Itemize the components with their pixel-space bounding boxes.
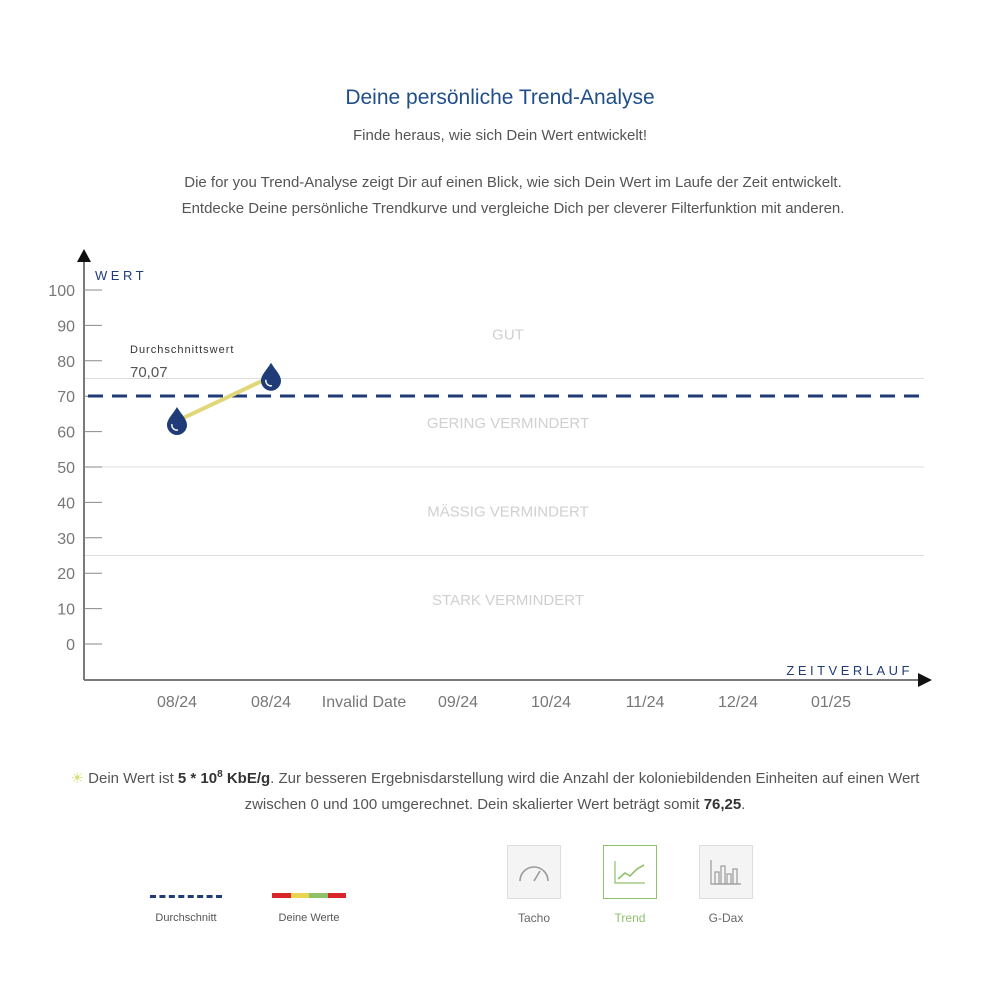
y-axis-arrow	[77, 249, 91, 262]
bar-chart-icon	[710, 860, 741, 885]
view-tacho-button[interactable]: Tacho	[504, 845, 564, 925]
result-value-base: 5 * 10	[177, 770, 218, 787]
view-tacho-box[interactable]	[507, 845, 561, 899]
result-value-unit: KbE/g	[222, 770, 271, 787]
legend-values-label: Deine Werte	[278, 912, 340, 924]
view-trend-button[interactable]: Trend	[600, 845, 660, 925]
legend-values-segment	[309, 893, 328, 898]
intro-text: Die for you Trend-Analyse zeigt Dir auf …	[130, 170, 896, 222]
y-tick-label: 40	[57, 495, 75, 512]
x-tick-label: 10/24	[531, 694, 571, 711]
y-tick-label: 20	[57, 566, 75, 583]
x-tick-label: 08/24	[157, 694, 197, 711]
y-tick-label: 100	[48, 283, 75, 300]
legend-average-swatch	[150, 895, 222, 898]
axes-layer: WERT ZEITVERLAUF 0 10 20 30 40 50 60 70 80 90 100 08/…	[48, 249, 932, 711]
data-point-highlight	[265, 379, 273, 387]
trend-chart: GUT GERING VERMINDERT MÄSSIG VERMINDERT STA…	[48, 249, 932, 711]
trend-chart-icon	[614, 861, 645, 884]
x-tick-label: 12/24	[718, 694, 758, 711]
x-tick-label: 11/24	[626, 694, 665, 711]
lightbulb-icon: ☀	[70, 770, 84, 787]
intro-line: Die for you Trend-Analyse zeigt Dir auf …	[184, 174, 842, 191]
result-value: 5 * 108 KbE/g	[177, 769, 271, 787]
legend-average-label: Durchschnitt	[155, 912, 217, 924]
view-trend-box[interactable]	[603, 845, 657, 899]
gauge-icon	[519, 866, 549, 882]
legend-values-swatch	[272, 893, 346, 898]
result-value-exponent: 8	[217, 769, 223, 780]
y-tick-label: 70	[57, 389, 75, 406]
y-tick-label: 30	[57, 531, 75, 548]
y-tick-label: 50	[57, 460, 75, 477]
result-text: ☀ Dein Wert ist 5 * 108 KbE/g. Zur besse…	[40, 762, 950, 818]
view-tacho-label: Tacho	[517, 911, 551, 925]
x-tick-label: 01/25	[811, 694, 851, 711]
legend-values-segment	[290, 893, 309, 898]
legend-values-segment	[272, 893, 291, 898]
intro-line: Entdecke Deine persönliche Trendkurve un…	[181, 200, 845, 217]
y-tick-label: 90	[57, 318, 75, 335]
result-suffix: .	[741, 796, 746, 813]
result-scaled-value: 76,25	[703, 796, 742, 813]
zone-label: GERING VERMINDERT	[427, 415, 589, 432]
x-tick-label: Invalid Date	[322, 694, 407, 711]
view-trend-label: Trend	[614, 911, 646, 925]
view-gdax-button[interactable]: G-Dax	[696, 845, 756, 925]
zone-label: STARK VERMINDERT	[432, 592, 584, 609]
y-tick-label: 80	[57, 354, 75, 371]
x-tick-label: 09/24	[438, 694, 478, 711]
x-tick-label: 08/24	[251, 694, 291, 711]
view-gdax-label: G-Dax	[708, 911, 744, 925]
zone-label: GUT	[492, 326, 524, 343]
average-value: 70,07	[130, 364, 168, 381]
zone-label: MÄSSIG VERMINDERT	[427, 503, 588, 520]
data-point-highlight	[171, 423, 179, 431]
result-middle: . Zur besseren Ergebnisdarstellung wird …	[244, 770, 920, 813]
y-tick-label: 0	[66, 637, 75, 654]
view-gdax-box[interactable]	[699, 845, 753, 899]
legend-average: Durchschnitt	[150, 895, 222, 924]
y-axis-title: WERT	[95, 268, 147, 283]
y-tick-label: 60	[57, 425, 75, 442]
series-line	[176, 374, 272, 423]
legend-values: Deine Werte	[272, 893, 346, 924]
y-tick-label: 10	[57, 602, 75, 619]
page-subtitle: Finde heraus, wie sich Dein Wert entwick…	[352, 127, 647, 144]
average-label: Durchschnittswert	[130, 344, 234, 356]
x-axis-title: ZEITVERLAUF	[786, 663, 913, 678]
result-prefix: Dein Wert ist	[88, 770, 178, 787]
x-axis-arrow	[918, 673, 932, 687]
zone-layer: GUT GERING VERMINDERT MÄSSIG VERMINDERT STA…	[84, 326, 924, 609]
legend-values-segment	[327, 893, 346, 898]
series-layer	[167, 362, 281, 435]
page-title: Deine persönliche Trend-Analyse	[345, 86, 655, 109]
average-layer: Durchschnittswert 70,07	[88, 344, 924, 398]
